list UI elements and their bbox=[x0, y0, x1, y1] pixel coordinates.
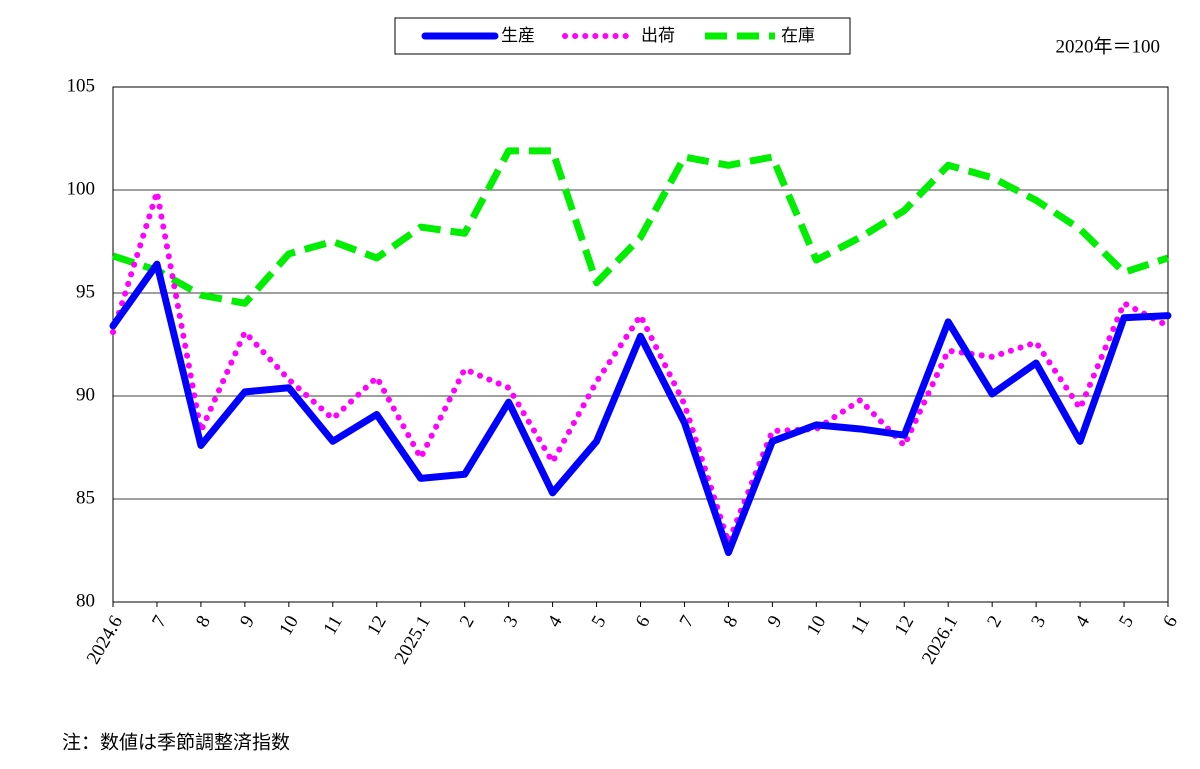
y-tick-label: 95 bbox=[76, 281, 95, 302]
y-tick-label: 90 bbox=[76, 384, 95, 405]
x-tick-label: 5 bbox=[1115, 612, 1138, 631]
legend-label: 出荷 bbox=[641, 26, 675, 46]
x-tick-label: 6 bbox=[1159, 612, 1182, 631]
x-tick-label: 2024.6 bbox=[83, 612, 127, 668]
x-tick-label: 2026.1 bbox=[918, 612, 962, 668]
x-tick-label: 9 bbox=[764, 612, 787, 631]
x-tick-label: 10 bbox=[803, 612, 831, 639]
legend-label: 在庫 bbox=[781, 26, 815, 46]
x-tick-label: 6 bbox=[632, 612, 655, 631]
x-tick-label: 4 bbox=[1071, 612, 1094, 631]
unit-note: 2020年＝100 bbox=[1055, 35, 1160, 57]
x-tick-label: 7 bbox=[148, 612, 171, 631]
y-tick-label: 100 bbox=[67, 178, 96, 199]
x-tick-label: 9 bbox=[236, 612, 259, 631]
x-tick-label: 11 bbox=[847, 612, 874, 638]
x-tick-label: 12 bbox=[891, 612, 919, 639]
x-tick-label: 5 bbox=[588, 612, 611, 631]
x-tick-label: 11 bbox=[320, 612, 347, 638]
x-tick-label: 8 bbox=[720, 612, 743, 631]
legend-label: 生産 bbox=[501, 26, 535, 46]
x-tick-label: 2025.1 bbox=[391, 612, 435, 668]
x-tick-label: 8 bbox=[192, 612, 215, 631]
y-tick-label: 80 bbox=[76, 590, 95, 611]
footnote: 注：数値は季節調整済指数 bbox=[62, 731, 290, 753]
x-tick-label: 12 bbox=[363, 612, 391, 639]
x-tick-label: 3 bbox=[1027, 612, 1050, 631]
x-tick-label: 7 bbox=[676, 612, 699, 631]
data-line bbox=[109, 260, 1172, 557]
x-tick-label: 3 bbox=[500, 612, 523, 631]
x-tick-label: 2 bbox=[456, 612, 479, 631]
x-tick-label: 4 bbox=[544, 612, 567, 631]
data-line bbox=[111, 147, 1170, 307]
y-tick-label: 85 bbox=[76, 487, 95, 508]
x-tick-label: 10 bbox=[275, 612, 303, 639]
x-tick-label: 2 bbox=[983, 612, 1006, 631]
data-line bbox=[110, 189, 1171, 546]
y-tick-label: 105 bbox=[67, 75, 96, 96]
